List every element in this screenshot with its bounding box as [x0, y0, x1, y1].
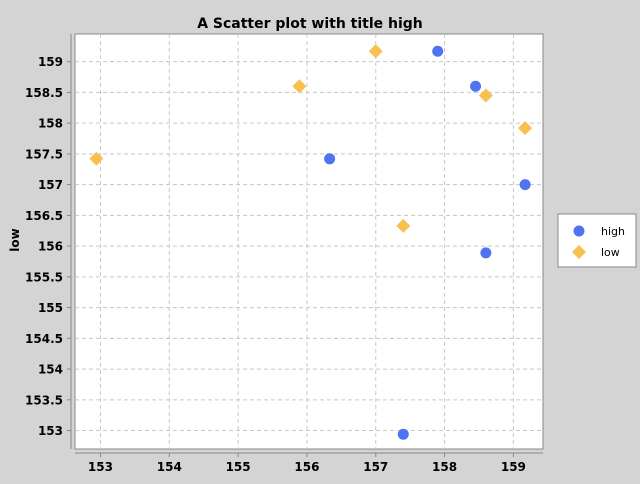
- y-tick-label: 158: [38, 117, 63, 131]
- axes: [70, 34, 543, 454]
- legend-marker-high: [573, 225, 585, 237]
- legend: high low: [557, 213, 637, 268]
- legend-marker-low: [572, 245, 586, 259]
- low-point: [368, 44, 383, 59]
- x-tick-label: 159: [501, 460, 526, 474]
- y-tick-label: 154.5: [25, 332, 63, 346]
- y-tick-label: 157.5: [25, 147, 63, 161]
- y-tick-label: 157: [38, 178, 63, 192]
- y-tick-label: 154: [38, 363, 63, 377]
- y-tick-label: 156: [38, 240, 63, 254]
- low-point: [396, 218, 411, 233]
- high-point: [324, 153, 336, 165]
- high-point: [397, 428, 409, 440]
- x-tick-label: 158: [432, 460, 457, 474]
- x-tick-label: 155: [226, 460, 251, 474]
- y-tick-label: 158.5: [25, 86, 63, 100]
- x-tick-label: 156: [294, 460, 319, 474]
- y-tick-label: 156.5: [25, 209, 63, 223]
- low-point: [292, 79, 307, 94]
- high-point: [519, 179, 531, 191]
- high-point: [432, 45, 444, 57]
- grid-lines: [75, 34, 543, 449]
- legend-label-high: high: [601, 225, 625, 238]
- data-points: [89, 44, 533, 440]
- plot-area: [74, 33, 544, 450]
- y-axis-label: low: [8, 228, 22, 251]
- high-point: [470, 80, 482, 92]
- y-tick-label: 155: [38, 301, 63, 315]
- low-point: [89, 151, 104, 166]
- x-axis-ticks: 153 154 155 156 157 158 159: [88, 453, 526, 474]
- low-point: [518, 121, 533, 136]
- y-tick-label: 153: [38, 424, 63, 438]
- legend-box: [557, 213, 637, 268]
- high-point: [480, 247, 492, 259]
- y-tick-label: 159: [38, 55, 63, 69]
- x-tick-label: 153: [88, 460, 113, 474]
- legend-label-low: low: [601, 246, 620, 259]
- x-tick-label: 157: [363, 460, 388, 474]
- x-tick-label: 154: [157, 460, 182, 474]
- y-tick-label: 153.5: [25, 393, 63, 407]
- chart-title: A Scatter plot with title high: [197, 16, 423, 32]
- low-point: [478, 88, 493, 103]
- y-tick-label: 155.5: [25, 270, 63, 284]
- y-axis-ticks: 153 153.5 154 154.5 155 155.5 156 156.5 157 157.5…: [25, 55, 71, 438]
